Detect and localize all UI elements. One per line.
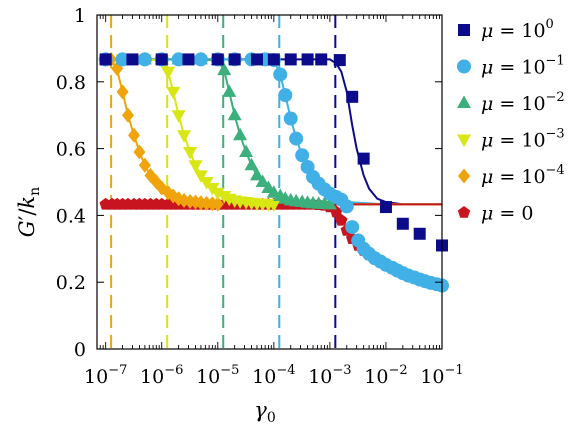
data-point-square	[357, 152, 370, 165]
data-point-square	[413, 227, 426, 240]
data-point-circle	[115, 52, 130, 67]
data-point-triangle-down	[266, 199, 281, 212]
data-point-square	[315, 53, 328, 66]
data-point-diamond	[116, 84, 129, 100]
legend-marker	[457, 206, 471, 218]
data-point-square	[333, 54, 346, 67]
data-point-circle	[339, 199, 354, 214]
data-point-circle	[193, 52, 208, 67]
data-point-diamond	[121, 107, 134, 123]
data-point-triangle-up	[217, 62, 232, 76]
data-point-triangle-down	[183, 146, 198, 160]
data-point-triangle-up	[239, 144, 254, 157]
x-axis-label: γ0	[254, 398, 275, 426]
data-point-diamond	[133, 144, 146, 160]
data-point-circle	[273, 67, 288, 82]
data-point-triangle-up	[227, 107, 242, 121]
y-axis-label: G′/kn	[15, 187, 43, 237]
legend-label: μ = 0	[481, 203, 533, 225]
legend-label: μ = 10−1	[481, 54, 565, 79]
y-tick-label: 0.6	[56, 139, 86, 161]
data-point-circle	[345, 220, 360, 235]
data-point-diamond	[128, 127, 140, 143]
data-point-square	[284, 53, 297, 66]
legend-marker	[458, 24, 470, 36]
legend-label: μ = 100	[481, 17, 554, 42]
data-point-square	[346, 90, 359, 103]
data-point-triangle-up	[233, 127, 248, 141]
data-point-triangle-up	[244, 157, 259, 171]
data-point-triangle-up	[255, 174, 270, 187]
legend-label: μ = 10−3	[481, 127, 565, 152]
y-tick-label: 0.8	[56, 72, 86, 94]
y-tick-label: 1	[74, 5, 86, 27]
legend-marker	[458, 168, 470, 184]
data-point-triangle-down	[210, 187, 225, 201]
data-points	[98, 51, 449, 293]
data-point-triangle-down	[177, 130, 192, 143]
data-point-triangle-down	[166, 86, 181, 100]
x-tick-label: 10−6	[140, 363, 183, 388]
x-tick-label: 10−7	[84, 363, 127, 388]
x-tick-label: 10−3	[308, 363, 351, 388]
data-point-circle	[295, 148, 310, 163]
data-point-triangle-down	[161, 66, 176, 80]
data-point-square	[396, 217, 409, 230]
axis-ticks	[96, 14, 443, 350]
data-point-triangle-up	[222, 84, 237, 97]
data-point-triangle-down	[171, 110, 186, 123]
legend: μ = 100 μ = 10−1 μ = 10−2 μ = 10−3 μ = 10−4 μ…	[457, 17, 565, 225]
data-point-circle	[171, 52, 186, 67]
legend-label: μ = 10−4	[481, 163, 565, 188]
data-point-square	[228, 53, 241, 66]
legend-label: μ = 10−2	[481, 90, 565, 115]
plot-frame	[96, 14, 443, 350]
data-point-diamond	[211, 196, 224, 212]
y-tick-label: 0.4	[56, 205, 86, 227]
y-tick-label: 0	[74, 339, 86, 361]
legend-marker	[457, 134, 471, 147]
data-point-triangle-down	[193, 170, 208, 183]
data-point-diamond	[138, 157, 151, 173]
data-point-triangle-up	[322, 196, 337, 210]
x-tick-label: 10−2	[364, 363, 407, 388]
data-point-circle	[278, 88, 293, 103]
data-point-square	[267, 53, 280, 66]
legend-marker	[457, 59, 471, 74]
data-point-triangle-up	[249, 167, 264, 181]
data-point-circle	[283, 111, 298, 126]
data-point-square	[99, 53, 112, 66]
data-point-square	[126, 53, 139, 66]
y-tick-label: 0.2	[56, 272, 86, 294]
x-tick-label: 10−5	[196, 363, 239, 388]
data-point-triangle-down	[188, 160, 203, 173]
data-point-square	[301, 53, 314, 66]
data-point-square	[250, 53, 263, 66]
data-point-square	[182, 53, 195, 66]
legend-marker	[457, 95, 471, 108]
data-point-square	[379, 201, 392, 214]
data-point-pentagon	[335, 213, 348, 226]
critical-strain-lines	[110, 15, 337, 349]
data-point-circle	[289, 131, 304, 146]
data-point-square	[155, 53, 168, 66]
x-tick-label: 10−1	[420, 363, 463, 388]
x-tick-label: 10−4	[252, 363, 295, 388]
data-point-square	[211, 53, 224, 66]
tick-labels: 0 0.2 0.4 0.6 0.8 1 10−7 10−6 10−5 10−4 10−3 10−2 10…	[56, 5, 464, 388]
data-point-circle	[137, 52, 152, 67]
